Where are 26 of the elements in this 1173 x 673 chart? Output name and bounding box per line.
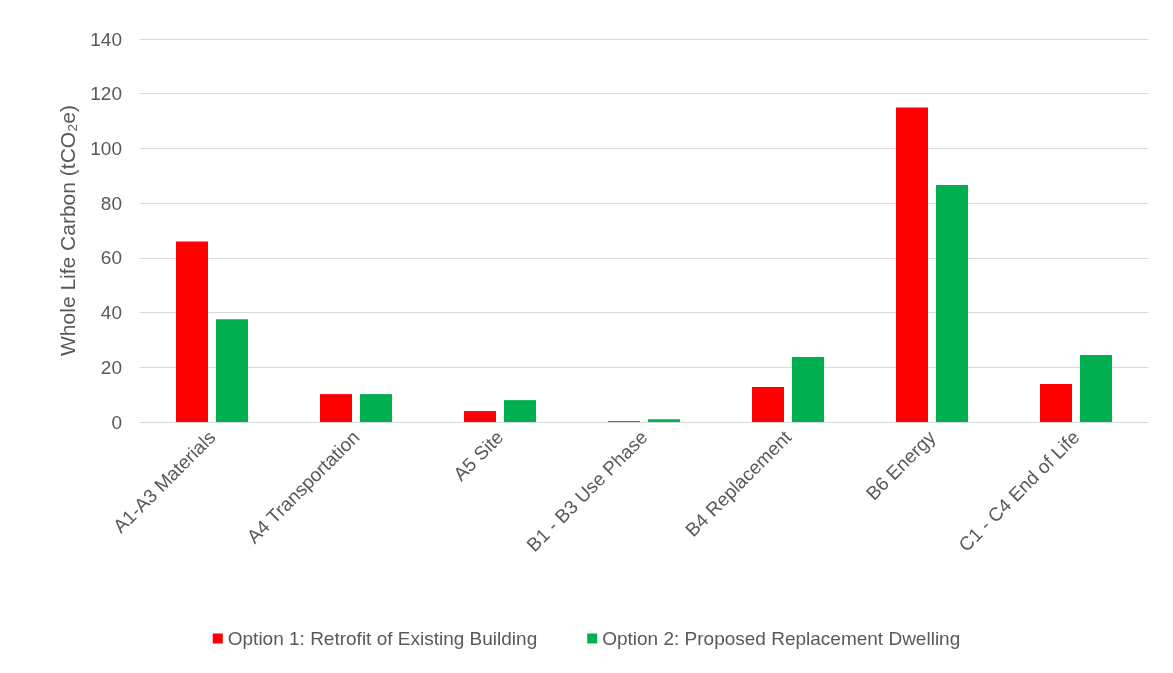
legend-label: Option 1: Retrofit of Existing Building — [227, 628, 538, 649]
bar — [792, 356, 824, 422]
y-tick-label: 120 — [90, 83, 122, 105]
bar — [464, 411, 496, 422]
y-tick-label: 100 — [90, 137, 122, 159]
x-tick-label: A5 Site — [449, 426, 508, 485]
bar — [648, 419, 680, 422]
x-tick-label: C1 - C4 End of Life — [954, 426, 1084, 556]
bar — [320, 394, 352, 422]
y-tick-label: 20 — [100, 356, 122, 378]
y-tick-label: 0 — [111, 411, 122, 433]
y-axis-title: Whole Life Carbon (tCO₂e) — [56, 105, 79, 356]
bar — [1040, 383, 1072, 422]
bar — [504, 400, 536, 422]
bar — [896, 107, 928, 422]
bar — [216, 319, 248, 422]
bar — [360, 394, 392, 422]
y-tick-label: 40 — [100, 302, 122, 324]
bar — [936, 185, 968, 422]
y-tick-label: 140 — [90, 28, 122, 50]
bar — [176, 241, 208, 422]
bar — [1080, 354, 1112, 422]
bar — [752, 386, 784, 422]
legend-label: Option 2: Proposed Replacement Dwelling — [602, 628, 961, 649]
y-tick-label: 80 — [100, 192, 122, 214]
y-tick-label: 60 — [100, 247, 122, 269]
